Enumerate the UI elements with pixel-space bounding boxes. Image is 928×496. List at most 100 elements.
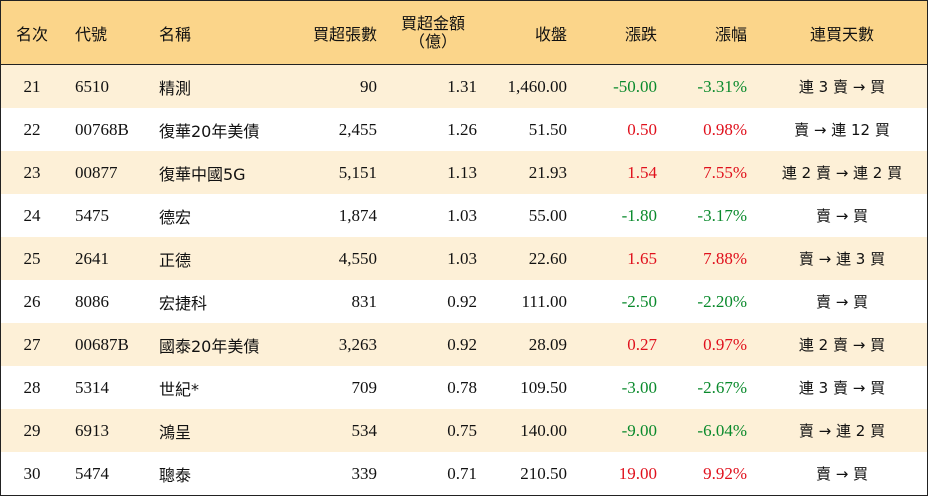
net-amount-cell: 1.31 (447, 76, 477, 96)
net-lots-cell: 90 (360, 76, 377, 96)
change-cell: 1.65 (627, 248, 657, 268)
net-lots-cell: 534 (351, 420, 378, 440)
streak-cell: 賣 → 買 (815, 293, 869, 311)
name-cell: 鴻呈 (159, 422, 192, 442)
net-amount-cell: 0.75 (447, 420, 477, 440)
net-amount-cell: 1.03 (447, 248, 477, 268)
streak-cell: 連 2 賣 → 買 (798, 336, 886, 354)
header-code: 代號 (75, 24, 108, 44)
name-cell: 國泰20年美債 (159, 336, 260, 356)
change-pct-cell: 7.55% (703, 162, 747, 182)
close-cell: 111.00 (521, 291, 568, 311)
name-cell: 復華20年美債 (159, 121, 260, 141)
change-cell: 1.54 (627, 162, 657, 182)
table-header: 名次 代號 名稱 買超張數 買超金額 （億） 收盤 漲跌 漲幅 連買天數 (1, 1, 927, 65)
net-lots-cell: 3,263 (338, 334, 377, 354)
header-net-amount-line1: 買超金額 (400, 13, 465, 33)
name-cell: 世紀* (159, 379, 200, 399)
change-cell: 19.00 (618, 463, 657, 483)
streak-cell: 賣 → 連 3 買 (798, 250, 886, 268)
header-net-amount: 買超金額 （億） (387, 1, 479, 64)
net-amount-cell: 1.26 (447, 119, 477, 139)
code-cell: 6913 (75, 420, 109, 440)
rank-cell: 30 (23, 463, 41, 483)
change-cell: 0.50 (627, 119, 657, 139)
table-row: 22 00768B 復華20年美債 2,455 1.26 51.50 0.50 0.98% 賣 … (1, 108, 927, 151)
change-cell: -50.00 (613, 76, 657, 96)
rank-cell: 27 (23, 334, 41, 354)
streak-cell: 賣 → 連 2 買 (798, 422, 886, 440)
change-pct-cell: -3.31% (697, 76, 747, 96)
net-lots-cell: 4,550 (338, 248, 377, 268)
net-lots-cell: 709 (351, 377, 378, 397)
rank-cell: 24 (23, 205, 41, 225)
code-cell: 00768B (75, 119, 129, 139)
code-cell: 00877 (75, 162, 118, 182)
table-row: 26 8086 宏捷科 831 0.92 111.00 -2.50 -2.20% 賣 → 買 (1, 280, 927, 323)
streak-cell: 賣 → 買 (815, 465, 869, 483)
net-lots-cell: 2,455 (338, 119, 377, 139)
streak-cell: 連 3 賣 → 買 (798, 379, 886, 397)
table-row: 27 00687B 國泰20年美債 3,263 0.92 28.09 0.27 0.97% 連 … (1, 323, 927, 366)
table-row: 24 5475 德宏 1,874 1.03 55.00 -1.80 -3.17% 賣 → 買 (1, 194, 927, 237)
rank-cell: 23 (23, 162, 41, 182)
change-pct-cell: 9.92% (703, 463, 747, 483)
net-lots-cell: 5,151 (338, 162, 377, 182)
code-cell: 5474 (75, 463, 109, 483)
code-cell: 00687B (75, 334, 129, 354)
change-pct-cell: 0.97% (703, 334, 747, 354)
code-cell: 8086 (75, 291, 109, 311)
table-row: 28 5314 世紀* 709 0.78 109.50 -3.00 -2.67% 連 3 賣 →… (1, 366, 927, 409)
rank-cell: 29 (23, 420, 41, 440)
table-row: 25 2641 正德 4,550 1.03 22.60 1.65 7.88% 賣 → 連 3 買 (1, 237, 927, 280)
code-cell: 5475 (75, 205, 109, 225)
close-cell: 210.50 (520, 463, 567, 483)
net-amount-cell: 1.13 (447, 162, 477, 182)
table-row: 29 6913 鴻呈 534 0.75 140.00 -9.00 -6.04% 賣 → 連 2 … (1, 409, 927, 452)
name-cell: 德宏 (159, 207, 192, 227)
change-cell: -3.00 (621, 377, 657, 397)
close-cell: 22.60 (528, 248, 567, 268)
header-net-lots: 買超張數 (312, 24, 377, 44)
close-cell: 21.93 (528, 162, 567, 182)
change-cell: -2.50 (621, 291, 657, 311)
change-pct-cell: 7.88% (703, 248, 747, 268)
streak-cell: 連 2 賣 → 連 2 買 (781, 164, 903, 182)
change-cell: -1.80 (621, 205, 657, 225)
change-pct-cell: -2.20% (697, 291, 747, 311)
close-cell: 109.50 (520, 377, 567, 397)
rank-cell: 22 (23, 119, 41, 139)
code-cell: 6510 (75, 76, 109, 96)
close-cell: 140.00 (520, 420, 567, 440)
header-net-amount-line2: （億） (408, 31, 457, 51)
change-pct-cell: -2.67% (697, 377, 747, 397)
header-rank: 名次 (15, 24, 48, 44)
close-cell: 55.00 (528, 205, 567, 225)
change-pct-cell: -6.04% (697, 420, 747, 440)
net-lots-cell: 831 (351, 291, 378, 311)
code-cell: 2641 (75, 248, 109, 268)
rank-cell: 25 (23, 248, 41, 268)
header-change: 漲跌 (624, 24, 657, 44)
net-lots-cell: 1,874 (338, 205, 377, 225)
close-cell: 51.50 (528, 119, 567, 139)
streak-cell: 賣 → 連 12 買 (794, 121, 890, 139)
table-row: 23 00877 復華中國5G 5,151 1.13 21.93 1.54 7.55% 連 2 … (1, 151, 927, 194)
rank-cell: 21 (23, 76, 41, 96)
net-amount-cell: 0.71 (447, 463, 477, 483)
change-pct-cell: 0.98% (703, 119, 747, 139)
table-row: 21 6510 精測 90 1.31 1,460.00 -50.00 -3.31% 連 3 賣 … (1, 65, 927, 108)
name-cell: 宏捷科 (159, 293, 208, 313)
close-cell: 1,460.00 (507, 76, 568, 96)
code-cell: 5314 (75, 377, 109, 397)
header-change-pct: 漲幅 (714, 24, 747, 44)
name-cell: 正德 (159, 250, 192, 270)
name-cell: 精測 (159, 78, 192, 98)
table-row: 30 5474 聰泰 339 0.71 210.50 19.00 9.92% 賣 → 買 (1, 452, 927, 495)
change-pct-cell: -3.17% (697, 205, 747, 225)
change-cell: -9.00 (621, 420, 657, 440)
net-amount-cell: 0.78 (447, 377, 477, 397)
net-lots-cell: 339 (351, 463, 378, 483)
rank-cell: 28 (23, 377, 41, 397)
